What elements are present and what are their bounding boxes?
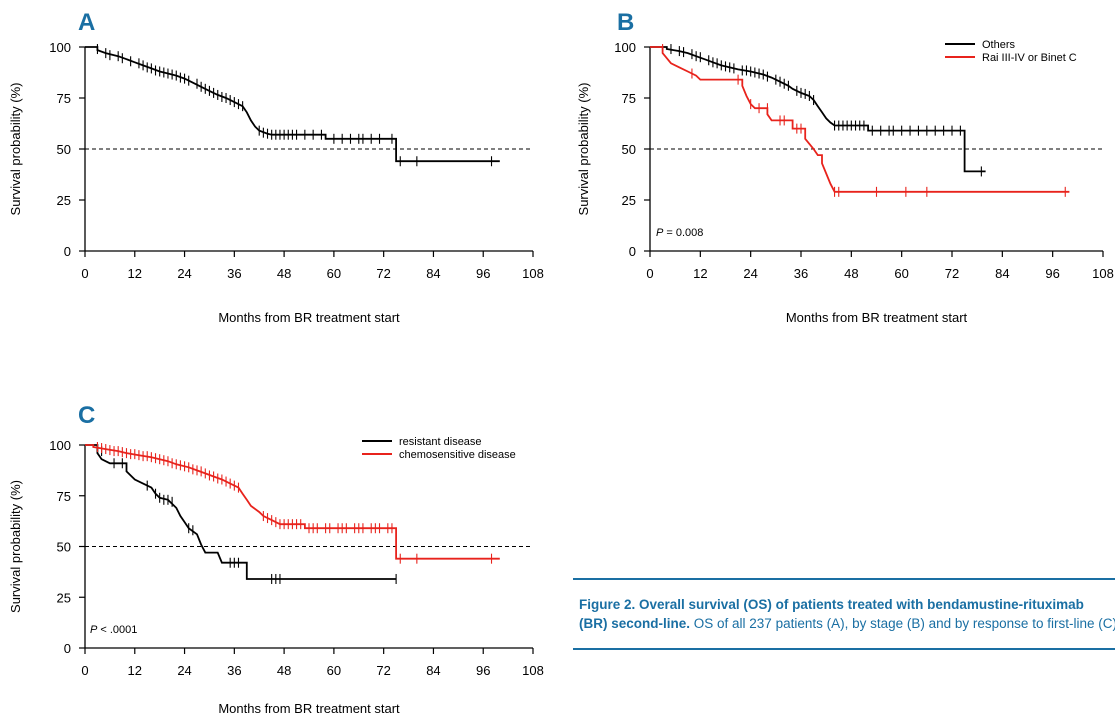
panel-b-y-tick-label: 50 — [622, 142, 636, 157]
panel-b-y-tick-label: 75 — [622, 91, 636, 106]
panel-a-y-tick-label: 50 — [57, 142, 71, 157]
panel-b-series-1-line — [650, 46, 1070, 193]
panel-a-x-tick-label: 60 — [327, 266, 341, 281]
panel-c-p-value: P < .0001 — [90, 624, 137, 636]
panel-c-x-tick-label: 60 — [327, 663, 341, 678]
panel-b-series-0-line — [650, 46, 986, 173]
panel-c-x-tick-label: 24 — [177, 663, 191, 678]
panel-c-x-tick-label: 84 — [426, 663, 440, 678]
panel-a-y-tick-label: 100 — [49, 40, 71, 55]
panel-b-y-tick-label: 100 — [614, 40, 636, 55]
panel-c-x-tick-label: 48 — [277, 663, 291, 678]
panel-a-x-tick-label: 48 — [277, 266, 291, 281]
panel-b-x-tick-label: 0 — [646, 266, 653, 281]
panel-a-x-tick-label: 12 — [128, 266, 142, 281]
panel-b-legend-label: Rai III-IV or Binet C — [982, 52, 1077, 64]
panel-b-p-value: P = 0.008 — [656, 227, 703, 239]
panel-b-x-tick-label: 60 — [894, 266, 908, 281]
panel-b-x-tick-label: 36 — [794, 266, 808, 281]
panel-b-x-tick-label: 108 — [1092, 266, 1114, 281]
panel-c-x-tick-label: 96 — [476, 663, 490, 678]
panel-b-p-symbol: P — [656, 227, 664, 239]
panel-c-x-tick-label: 0 — [81, 663, 88, 678]
panel-a-x-tick-label: 36 — [227, 266, 241, 281]
panel-b-legend-label: Others — [982, 39, 1016, 51]
panel-c-y-tick-label: 25 — [57, 590, 71, 605]
panel-b-p-value-text: = 0.008 — [663, 227, 703, 239]
caption-line2-bold: (BR) second-line. — [579, 616, 691, 631]
panel-a-y-tick-label: 25 — [57, 193, 71, 208]
panel-a-x-tick-label: 72 — [376, 266, 390, 281]
panel-a-y-tick-label: 75 — [57, 91, 71, 106]
panel-b-x-tick-label: 84 — [995, 266, 1009, 281]
panel-c-x-tick-label: 36 — [227, 663, 241, 678]
panel-b-x-axis-label: Months from BR treatment start — [786, 310, 968, 325]
panel-b-x-tick-label: 48 — [844, 266, 858, 281]
panel-c-y-tick-label: 75 — [57, 489, 71, 504]
panel-c-y-tick-label: 100 — [49, 438, 71, 453]
panel-b-x-tick-label: 24 — [743, 266, 757, 281]
panel-b-y-axis-label: Survival probability (%) — [576, 83, 591, 216]
panel-c-series-1-line — [85, 444, 500, 560]
panel-b-y-tick-label: 0 — [629, 244, 636, 259]
panel-b-x-tick-label: 12 — [693, 266, 707, 281]
panel-a-x-tick-label: 108 — [522, 266, 544, 281]
panel-c-x-axis-label: Months from BR treatment start — [218, 701, 400, 716]
panel-c-legend-label: resistant disease — [399, 436, 482, 448]
panel-c-series-0-line — [85, 444, 397, 580]
panel-c-p-value-text: < .0001 — [97, 624, 137, 636]
caption-line2-text: OS of all 237 patients (A), by stage (B)… — [690, 616, 1115, 631]
panel-a-x-tick-label: 96 — [476, 266, 490, 281]
panel-b-letter: B — [617, 9, 634, 36]
panel-a-x-tick-label: 24 — [177, 266, 191, 281]
panel-c-p-symbol: P — [90, 624, 98, 636]
panel-c-y-tick-label: 0 — [64, 641, 71, 656]
panel-a-y-tick-label: 0 — [64, 244, 71, 259]
panel-c-letter: C — [78, 402, 95, 429]
panel-c-legend-label: chemosensitive disease — [399, 449, 516, 461]
panel-a-y-axis-label: Survival probability (%) — [8, 83, 23, 216]
panel-a-x-axis-label: Months from BR treatment start — [218, 310, 400, 325]
panel-b-y-tick-label: 25 — [622, 193, 636, 208]
panel-c-y-tick-label: 50 — [57, 540, 71, 555]
panel-c-y-axis-label: Survival probability (%) — [8, 480, 23, 613]
panel-c: C 0 25 50 75 100 0 12 24 36 48 60 72 84 96 108 Survival … — [8, 402, 544, 716]
figure-caption: Figure 2. Overall survival (OS) of patie… — [573, 578, 1115, 650]
panel-b-x-tick-label: 96 — [1045, 266, 1059, 281]
panel-b: B 0 25 50 75 100 0 12 24 36 48 60 72 84 96 108 Survival … — [576, 9, 1114, 325]
panel-a-x-tick-label: 84 — [426, 266, 440, 281]
panel-b-x-tick-label: 72 — [945, 266, 959, 281]
panel-c-x-tick-label: 72 — [376, 663, 390, 678]
panel-c-x-tick-label: 108 — [522, 663, 544, 678]
panel-a: A 0 25 50 75 100 0 12 24 36 48 60 72 84 96 108 Survival … — [8, 9, 544, 325]
caption-title: Figure 2. Overall survival (OS) of patie… — [579, 597, 1084, 612]
panel-a-x-tick-label: 0 — [81, 266, 88, 281]
panel-a-letter: A — [78, 9, 95, 36]
panel-c-x-tick-label: 12 — [128, 663, 142, 678]
